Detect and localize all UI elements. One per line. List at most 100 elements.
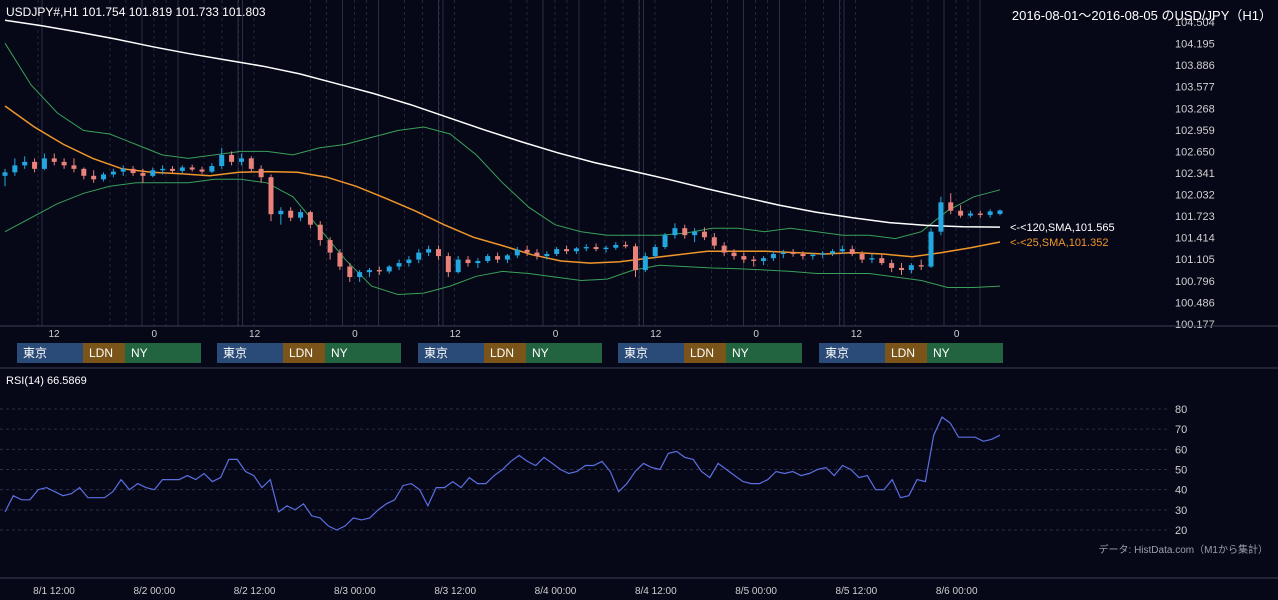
- candle: [593, 247, 599, 250]
- candle: [810, 254, 816, 257]
- rsi-tick-label: 50: [1175, 465, 1187, 477]
- session-tokyo: 東京: [618, 343, 684, 363]
- candle: [278, 210, 284, 215]
- time-tick-label: 8/6 00:00: [936, 586, 978, 597]
- candle: [71, 165, 77, 169]
- time-tick-label: 8/5 00:00: [735, 586, 777, 597]
- price-tick-label: 103.577: [1175, 82, 1215, 94]
- data-credit: データ: HistData.com（M1から集計）: [1098, 545, 1268, 556]
- bollinger-lower: [4, 178, 1001, 296]
- candle: [554, 249, 560, 254]
- candle: [268, 177, 274, 215]
- candle: [869, 258, 875, 260]
- candle: [61, 161, 67, 166]
- candle: [977, 213, 983, 215]
- session-newyork: NY: [526, 343, 602, 363]
- candle: [859, 253, 865, 260]
- rsi-tick-label: 30: [1175, 505, 1187, 517]
- candle: [761, 258, 767, 261]
- rsi-line-path: [4, 416, 1001, 531]
- price-tick-label: 100.177: [1175, 319, 1215, 331]
- candle: [258, 168, 264, 178]
- candle: [101, 174, 107, 180]
- candle: [426, 249, 432, 253]
- price-tick-label: 100.486: [1175, 297, 1215, 309]
- candle: [544, 253, 550, 257]
- session-bar: 東京 LDN NY: [17, 343, 201, 363]
- candle: [189, 167, 195, 170]
- candle: [386, 266, 392, 272]
- candle: [770, 253, 776, 259]
- candle: [475, 260, 481, 264]
- candle: [662, 235, 668, 248]
- candle: [248, 158, 254, 169]
- candle: [337, 252, 343, 267]
- candle: [642, 256, 648, 271]
- candle: [485, 256, 491, 261]
- candle: [938, 202, 944, 232]
- rsi-tick-label: 80: [1175, 404, 1187, 416]
- candle: [110, 171, 116, 175]
- session-tokyo: 東京: [217, 343, 283, 363]
- candle: [12, 165, 18, 173]
- candle: [32, 161, 38, 169]
- session-newyork: NY: [726, 343, 802, 363]
- rsi-tick-label: 70: [1175, 424, 1187, 436]
- candle: [603, 247, 609, 250]
- candle: [445, 256, 451, 273]
- candle: [958, 210, 964, 216]
- hour-axis: 12 0 12 0 12 0 12 0 12 0: [48, 329, 959, 340]
- candle: [150, 170, 156, 176]
- candle: [41, 158, 47, 169]
- hour-tick-label: 0: [352, 329, 358, 340]
- candle: [130, 168, 136, 174]
- candle: [997, 210, 1003, 214]
- candle: [623, 244, 629, 247]
- rsi-line: [4, 416, 1001, 531]
- candle: [652, 247, 658, 257]
- candlesticks: [2, 147, 1003, 282]
- candle: [435, 249, 441, 257]
- candle: [307, 212, 313, 225]
- candle: [780, 252, 786, 254]
- candle: [169, 168, 175, 171]
- candle: [692, 231, 698, 236]
- session-tokyo: 東京: [418, 343, 484, 363]
- session-newyork: NY: [927, 343, 1003, 363]
- session-tokyo: 東京: [819, 343, 885, 363]
- session-bar: 東京 LDN NY: [618, 343, 802, 363]
- candle: [495, 256, 501, 260]
- sma25-line: [4, 105, 1001, 264]
- candle: [751, 259, 757, 261]
- candle: [416, 252, 422, 260]
- candle: [51, 158, 57, 162]
- candle: [967, 213, 973, 216]
- candle: [524, 249, 530, 253]
- session-newyork: NY: [125, 343, 201, 363]
- candle: [209, 166, 215, 172]
- bollinger-bands: [4, 42, 1001, 296]
- candle: [288, 210, 294, 218]
- candle: [317, 224, 323, 241]
- hour-tick-label: 12: [249, 329, 261, 340]
- price-tick-label: 102.341: [1175, 168, 1215, 180]
- sma120-annotation: <-<120,SMA,101.565: [1010, 222, 1115, 234]
- candle: [81, 168, 87, 176]
- price-tick-label: 100.796: [1175, 276, 1215, 288]
- candle: [396, 263, 402, 267]
- price-tick-label: 104.504: [1175, 17, 1215, 29]
- candle: [839, 249, 845, 252]
- hour-tick-label: 0: [553, 329, 559, 340]
- time-tick-label: 8/3 12:00: [434, 586, 476, 597]
- price-tick-label: 101.414: [1175, 233, 1215, 245]
- candle: [879, 258, 885, 264]
- session-london: LDN: [684, 343, 726, 363]
- session-tokyo: 東京: [17, 343, 83, 363]
- price-tick-label: 103.268: [1175, 103, 1215, 115]
- price-tick-label: 103.886: [1175, 60, 1215, 72]
- price-tick-label: 104.195: [1175, 39, 1215, 51]
- time-tick-label: 8/4 00:00: [535, 586, 577, 597]
- hour-tick-label: 12: [450, 329, 462, 340]
- candle: [701, 231, 707, 238]
